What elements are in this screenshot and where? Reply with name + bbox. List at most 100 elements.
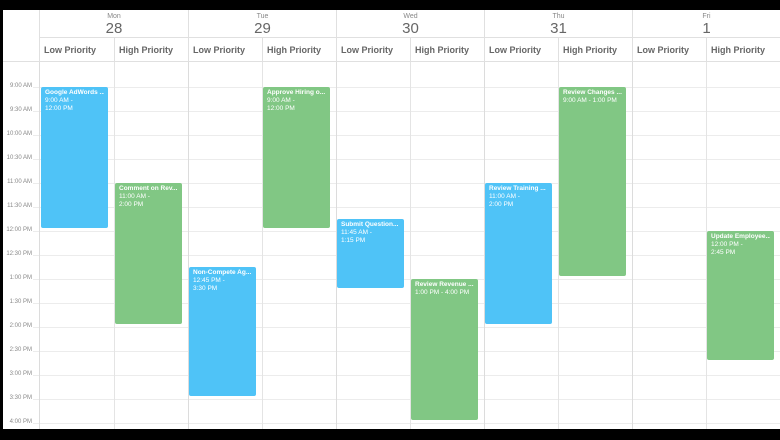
day-of-week: Wed [403, 13, 418, 20]
event-review-changes[interactable]: Review Changes ... 9:00 AM - 1:00 PM [559, 87, 626, 276]
resource-header-low: Low Priority [336, 38, 410, 62]
event-time: 2:00 PM [489, 201, 514, 208]
event-title: Review Changes ... [563, 89, 622, 96]
day-number: 28 [105, 20, 123, 37]
event-title: Non-Compete Ag... [193, 269, 252, 276]
event-time: 12:45 PM - [193, 277, 225, 284]
time-label: 11:00 AM [7, 179, 32, 185]
grid-line [33, 279, 780, 280]
grid-line [33, 87, 780, 88]
event-time: 12:00 PM - [711, 241, 743, 248]
resource-divider [114, 62, 115, 429]
grid-line [33, 375, 780, 376]
event-submit-questions[interactable]: Submit Question... 11:45 AM - 1:15 PM [337, 219, 404, 288]
day-header-tue[interactable]: Tue 29 [188, 10, 336, 38]
resource-divider [706, 62, 707, 429]
event-title: Approve Hiring o... [267, 89, 326, 96]
time-label: 10:00 AM [6, 131, 32, 137]
time-label: 1:00 PM [9, 275, 32, 281]
day-divider [632, 62, 633, 429]
grid-line [33, 159, 780, 160]
event-title: Google AdWords ... [45, 89, 104, 96]
day-header-thu[interactable]: Thu 31 [484, 10, 632, 38]
resource-header-low: Low Priority [632, 38, 706, 62]
grid-line [33, 111, 780, 112]
event-time: 2:00 PM [119, 201, 144, 208]
resource-divider [262, 62, 263, 429]
grid-line [33, 351, 780, 352]
day-divider [484, 62, 485, 429]
event-title: Update Employee... [711, 233, 770, 240]
time-label: 1:30 PM [9, 299, 32, 305]
time-label: 2:00 PM [9, 323, 32, 329]
event-time: 3:30 PM [193, 285, 218, 292]
time-label: 2:30 PM [9, 347, 32, 353]
event-time: 11:00 AM - [119, 193, 150, 200]
event-google-adwords[interactable]: Google AdWords ... 9:00 AM - 12:00 PM [41, 87, 108, 228]
event-comment-on-review[interactable]: Comment on Rev... 11:00 AM - 2:00 PM [115, 183, 182, 324]
event-title: Submit Question... [341, 221, 399, 228]
grid-line [33, 231, 780, 232]
event-time: 9:00 AM - 1:00 PM [563, 97, 617, 104]
event-time: 9:00 AM - [45, 97, 73, 104]
day-header-fri[interactable]: Fri 1 [632, 10, 780, 38]
scheduler: Mon 28 Tue 29 Wed 30 Thu 31 Fri 1 Low Pr… [3, 10, 780, 429]
resource-header-high: High Priority [558, 38, 632, 62]
day-of-week: Fri [702, 13, 711, 20]
event-time: 1:00 PM - 4:00 PM [415, 289, 470, 296]
day-divider [336, 62, 337, 429]
resource-header-high: High Priority [706, 38, 780, 62]
day-number: 31 [550, 20, 567, 37]
resource-header-low: Low Priority [484, 38, 558, 62]
event-time: 11:45 AM - [341, 229, 372, 236]
event-approve-hiring[interactable]: Approve Hiring o... 9:00 AM - 12:00 PM [263, 87, 330, 228]
event-time: 2:45 PM [711, 249, 736, 256]
day-number: 29 [254, 20, 271, 37]
time-label: 11:30 AM [7, 203, 32, 209]
day-number: 1 [702, 20, 711, 37]
event-review-revenue[interactable]: Review Revenue ... 1:00 PM - 4:00 PM [411, 279, 478, 420]
grid-line [33, 423, 780, 424]
event-time: 11:00 AM - [489, 193, 520, 200]
event-title: Review Training ... [489, 185, 546, 192]
resource-header-low: Low Priority [188, 38, 262, 62]
time-label: 4:00 PM [9, 419, 32, 425]
event-time: 1:15 PM [341, 237, 366, 244]
resource-divider [558, 62, 559, 429]
grid-line [33, 183, 780, 184]
event-title: Comment on Rev... [119, 185, 178, 192]
resource-header-high: High Priority [262, 38, 336, 62]
event-time: 9:00 AM - [267, 97, 295, 104]
day-divider [188, 62, 189, 429]
day-divider [39, 62, 40, 429]
event-title: Review Revenue ... [415, 281, 474, 288]
resource-header-high: High Priority [114, 38, 188, 62]
resource-header-low: Low Priority [39, 38, 114, 62]
time-label: 9:00 AM [9, 83, 32, 89]
time-label: 12:00 PM [6, 227, 32, 233]
event-review-training[interactable]: Review Training ... 11:00 AM - 2:00 PM [485, 183, 552, 324]
grid-line [33, 303, 780, 304]
day-header-mon[interactable]: Mon 28 [39, 10, 188, 38]
event-update-employee[interactable]: Update Employee... 12:00 PM - 2:45 PM [707, 231, 774, 360]
time-label: 10:30 AM [6, 155, 32, 161]
day-number: 30 [402, 20, 419, 37]
grid-line [33, 327, 780, 328]
grid-line [33, 399, 780, 400]
day-of-week: Tue [256, 13, 269, 20]
event-time: 12:00 PM [267, 105, 295, 112]
day-of-week: Thu [552, 13, 565, 20]
time-label: 9:30 AM [9, 107, 32, 113]
time-label: 3:00 PM [9, 371, 32, 377]
time-gutter-header [3, 10, 39, 62]
day-header-wed[interactable]: Wed 30 [336, 10, 484, 38]
grid-line [33, 207, 780, 208]
resource-header-high: High Priority [410, 38, 484, 62]
event-non-compete[interactable]: Non-Compete Ag... 12:45 PM - 3:30 PM [189, 267, 256, 396]
time-label: 3:30 PM [9, 395, 32, 401]
day-of-week: Mon [107, 13, 121, 20]
event-time: 12:00 PM [45, 105, 73, 112]
time-label: 12:30 PM [6, 251, 32, 257]
resource-divider [410, 62, 411, 429]
grid-line [33, 255, 780, 256]
